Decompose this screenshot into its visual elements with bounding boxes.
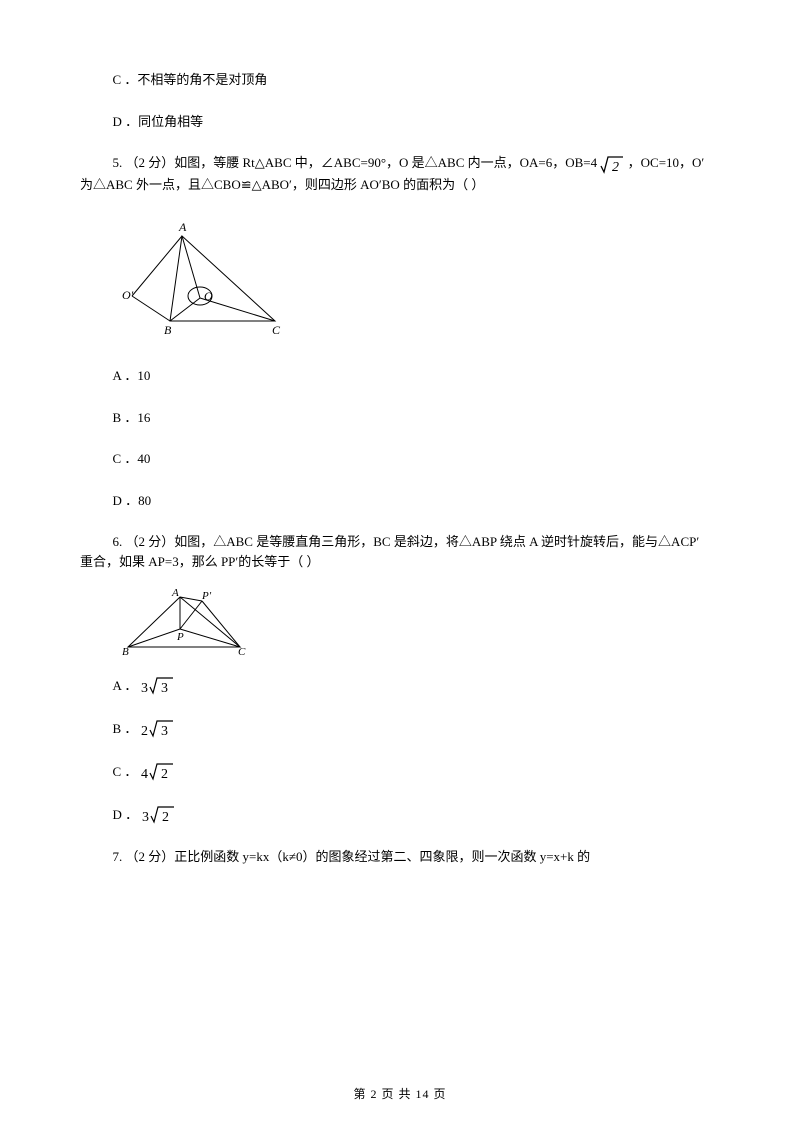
svg-text:3: 3 <box>161 681 168 696</box>
q6-option-d: D ． 3 2 <box>80 804 710 825</box>
label-b: B <box>164 323 172 337</box>
svg-text:4: 4 <box>141 767 148 782</box>
svg-text:2: 2 <box>141 724 148 739</box>
label-p: P <box>176 631 184 643</box>
q6-stem: 6. （2 分）如图，△ABC 是等腰直角三角形，BC 是斜边，将△ABP 绕点… <box>80 532 710 571</box>
q5-option-b: B ．16 <box>80 408 710 428</box>
page-footer: 第 2 页 共 14 页 <box>0 1085 800 1102</box>
q5-stem: 5. （2 分）如图，等腰 Rt△ABC 中，∠ABC=90°，O 是△ABC … <box>80 153 710 194</box>
label-c: C <box>238 646 246 658</box>
label-o: O <box>204 289 213 303</box>
page-content: C ．不相等的角不是对顶角 D ．同位角相等 5. （2 分）如图，等腰 Rt△… <box>0 0 800 907</box>
q6-figure: A B C P P′ <box>120 589 710 659</box>
label-op: O′ <box>122 288 134 302</box>
q6-option-a: A ． 3 3 <box>80 675 710 696</box>
q5-option-d: D ．80 <box>80 491 710 511</box>
q4-option-d: D ．同位角相等 <box>80 112 710 132</box>
q6-option-b: B ． 2 3 <box>80 718 710 739</box>
sqrt-expr-icon: 3 3 <box>141 675 175 696</box>
sqrt-2-icon: 2 <box>600 154 624 175</box>
q5-option-c: C ．40 <box>80 449 710 469</box>
q5-figure: A B C O O′ <box>120 216 710 346</box>
label-pp: P′ <box>201 590 212 602</box>
q5-stem-pre: 5. （2 分）如图，等腰 Rt△ABC 中，∠ABC=90°，O 是△ABC … <box>80 155 600 170</box>
svg-text:3: 3 <box>161 724 168 739</box>
option-d-label: D ． <box>113 805 139 825</box>
q4-option-c: C ．不相等的角不是对顶角 <box>80 70 710 90</box>
svg-text:3: 3 <box>141 681 148 696</box>
radicand: 2 <box>612 160 619 175</box>
q7-stem: 7. （2 分）正比例函数 y=kx（k≠0）的图象经过第二、四象限，则一次函数… <box>80 847 710 867</box>
svg-text:2: 2 <box>162 810 169 825</box>
label-c: C <box>272 323 281 337</box>
label-a: A <box>178 220 187 234</box>
label-a: A <box>171 589 179 599</box>
label-b: B <box>122 646 129 658</box>
sqrt-expr-icon: 4 2 <box>141 761 175 782</box>
sqrt-expr-icon: 3 2 <box>142 804 176 825</box>
option-a-label: A ． <box>113 676 138 696</box>
option-b-label: B ． <box>113 719 138 739</box>
svg-text:2: 2 <box>161 767 168 782</box>
q5-option-a: A ．10 <box>80 366 710 386</box>
q6-option-c: C ． 4 2 <box>80 761 710 782</box>
option-c-label: C ． <box>113 762 138 782</box>
svg-text:3: 3 <box>142 810 149 825</box>
sqrt-expr-icon: 2 3 <box>141 718 175 739</box>
